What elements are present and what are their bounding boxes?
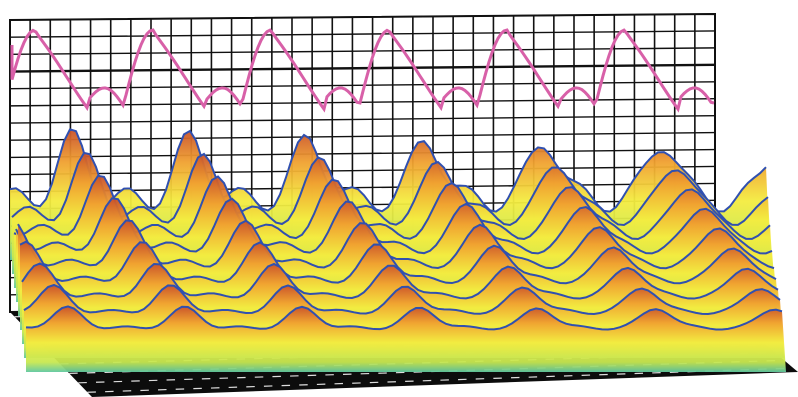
surface-ridge	[17, 219, 775, 270]
grid-line	[9, 30, 716, 38]
surface-ridge	[23, 283, 781, 315]
grid-line	[9, 165, 716, 176]
grid-line	[9, 63, 716, 73]
surface-ridge	[9, 128, 767, 213]
grid-line	[9, 148, 716, 159]
grid-line	[9, 47, 716, 56]
surface-ridge	[19, 240, 777, 285]
grid-line	[9, 114, 716, 124]
waveform	[10, 28, 715, 113]
grid-line	[9, 13, 716, 21]
grid-line	[9, 131, 716, 141]
surface-ridge	[21, 262, 779, 300]
surface-ridge	[11, 151, 769, 227]
surface-ridge	[25, 305, 783, 331]
surface-layer	[26, 306, 786, 372]
surface	[9, 128, 786, 372]
